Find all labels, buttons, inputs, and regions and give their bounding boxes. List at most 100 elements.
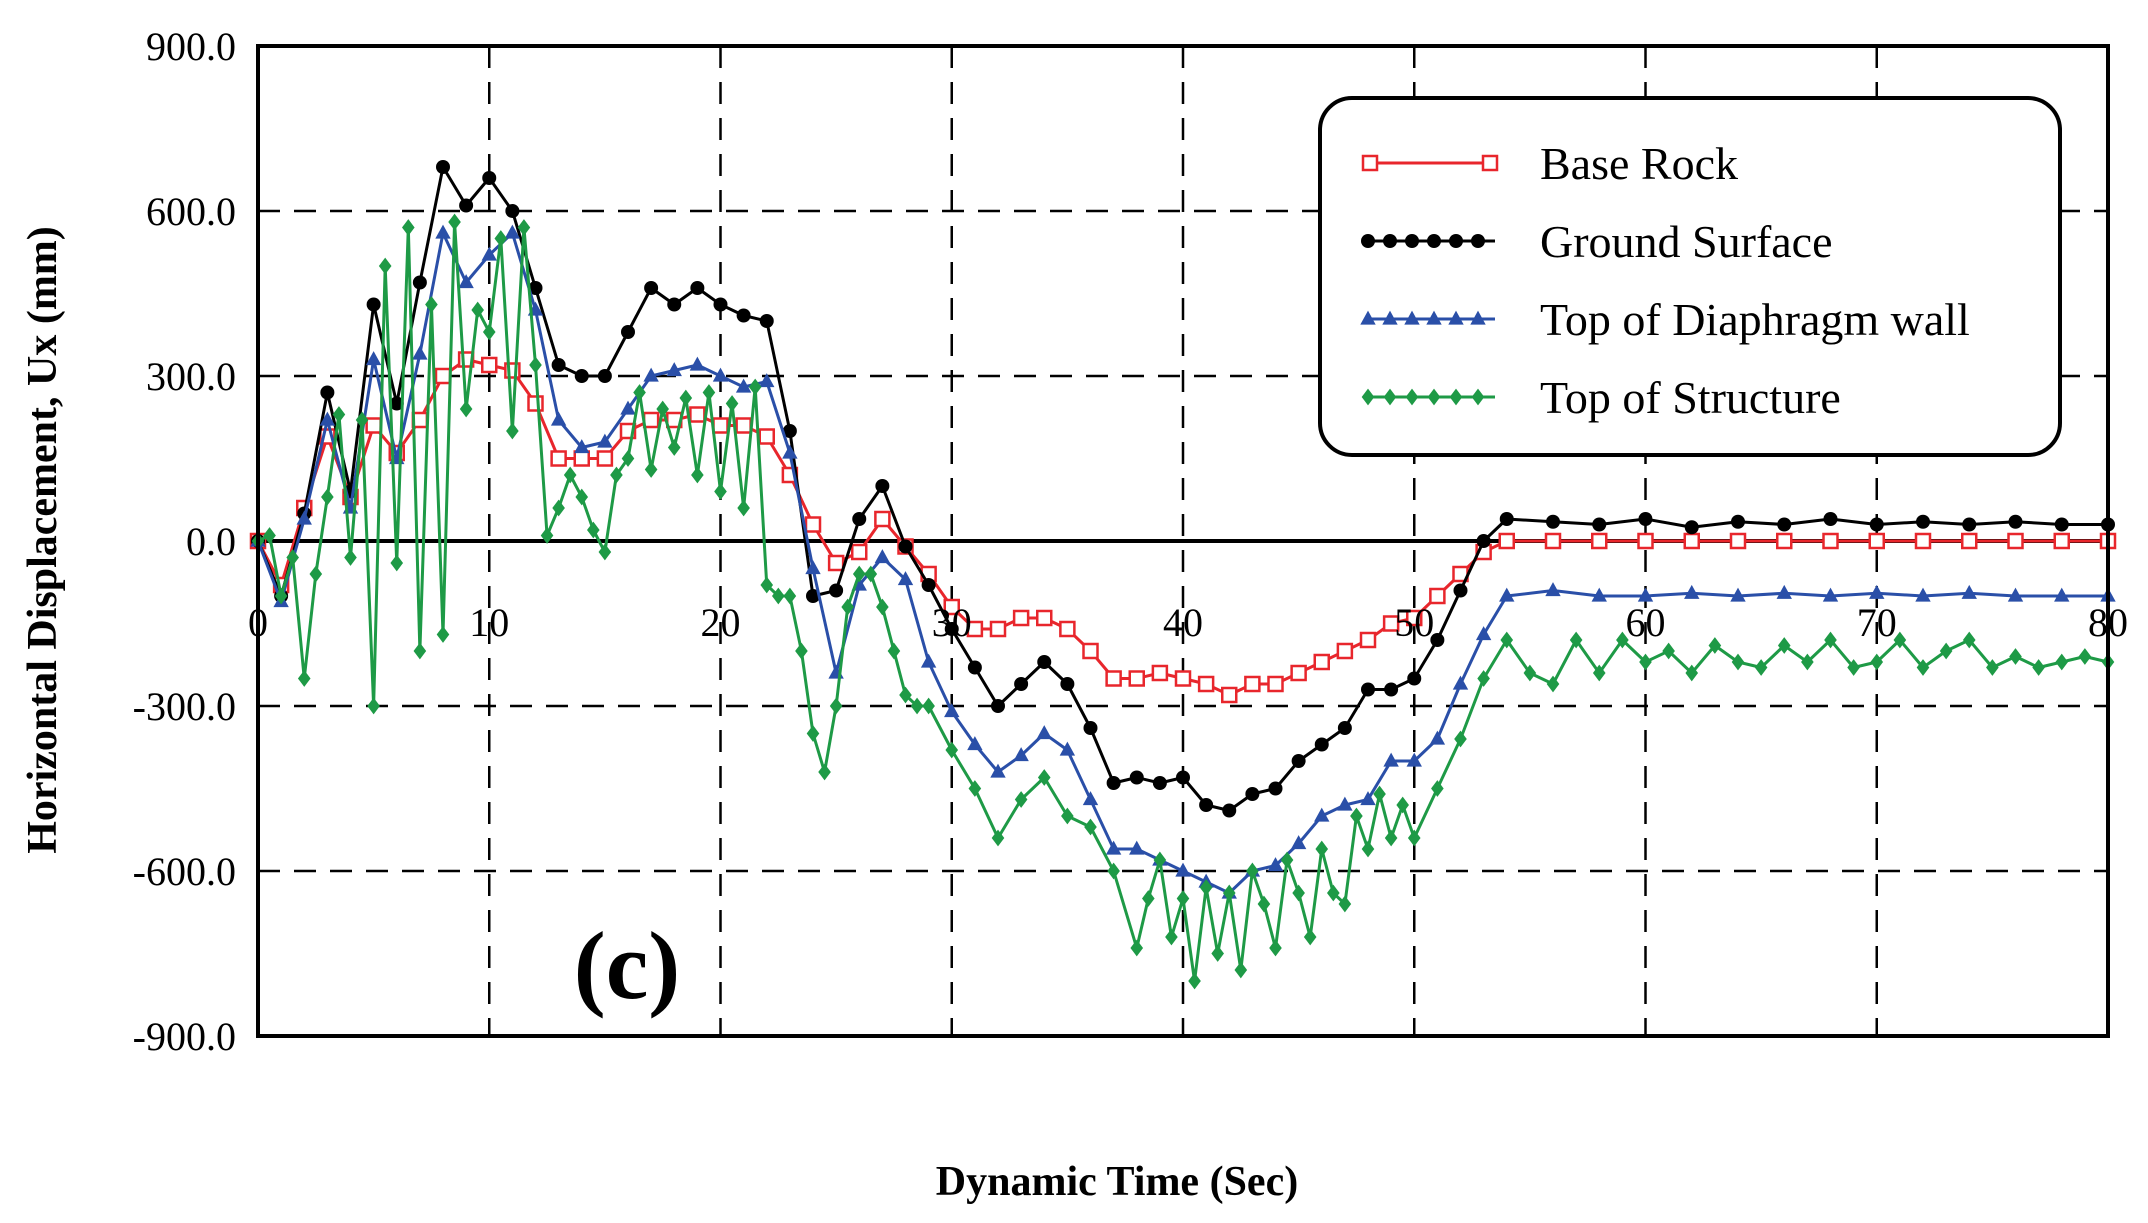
data-point [1176,770,1190,785]
data-point [1868,532,1885,550]
data-point [1499,512,1514,526]
legend-marker [1404,310,1420,325]
data-point [1569,631,1583,649]
data-point [1014,677,1029,691]
data-point [689,406,706,423]
data-point [263,527,276,544]
data-point [1730,587,1746,602]
data-point [344,549,357,566]
data-point [1105,840,1122,855]
data-point [597,369,612,383]
data-point [1280,851,1294,869]
data-point [378,257,392,275]
legend-label: Ground Surface [1540,216,1833,267]
data-point [1731,653,1745,671]
data-point [529,356,542,374]
data-point [551,358,566,372]
data-point [944,703,960,718]
data-point [713,297,728,312]
data-point [1916,659,1930,676]
data-point [435,224,451,239]
legend-marker [1471,388,1485,406]
data-point [574,439,590,454]
data-point [1174,670,1192,687]
plot-frame [256,44,2110,1038]
data-point [899,686,912,704]
data-point [482,323,496,341]
legend-label: Top of Structure [1540,372,1841,423]
legend-marker [1427,234,1441,248]
y-tick-label: 0.0 [186,519,236,564]
legend-marker [1426,310,1442,325]
data-point [989,620,1007,638]
data-point [806,589,820,603]
data-point [1591,532,1608,550]
data-point [1360,791,1376,806]
data-point [1082,791,1099,806]
data-point [620,400,636,415]
data-point [691,466,704,484]
legend-box [1318,96,2062,457]
data-point [552,499,565,517]
data-point [944,622,959,636]
data-point [644,281,659,295]
data-point [527,395,544,412]
data-point [1639,653,1652,671]
data-point [1142,890,1155,907]
data-point [1498,532,1515,550]
data-point [1061,807,1074,825]
data-point [1013,747,1029,762]
data-point [702,384,716,401]
legend-items: Base Rock Ground Surface Top of Diaphragm … [1360,138,1970,423]
x-tick-label: 0 [248,600,268,645]
legend-marker [1405,388,1419,406]
data-point [876,598,889,616]
data-point [1290,835,1307,850]
data-point [1731,514,1745,529]
data-point [1406,752,1422,767]
data-point [1454,730,1467,748]
data-point [1268,781,1283,796]
series-line [256,231,2108,895]
data-point [1869,517,1884,532]
legend-marker [1471,234,1485,248]
data-point [642,411,660,429]
data-point [448,213,461,231]
data-point [297,670,311,687]
data-point [563,466,577,484]
data-point [1870,653,1884,671]
data-point [1314,807,1330,822]
data-point [804,516,822,533]
series-layer [249,160,2117,990]
data-point [1452,675,1469,690]
data-point [296,510,312,525]
data-point [481,246,497,261]
data-point [1939,642,1953,660]
data-point [1199,798,1214,812]
data-point [1267,857,1284,872]
data-point [968,780,982,797]
data-point [782,424,797,438]
x-tick-label: 70 [1857,600,1897,645]
data-point [991,699,1005,713]
data-point [1822,532,1839,550]
data-point [436,626,450,643]
data-point [897,571,914,586]
data-point [1269,939,1282,957]
data-point [1175,862,1191,877]
data-point [1129,770,1144,785]
y-tick-label: 600.0 [146,189,236,234]
legend-marker [1383,388,1397,406]
data-point [365,351,382,366]
data-point [1637,587,1654,602]
data-point [471,301,484,319]
x-tick-label: 30 [932,600,972,645]
data-point [2054,587,2070,602]
data-point [827,554,845,572]
data-point [1546,675,1560,693]
data-point [1477,670,1490,687]
data-point [1523,664,1537,682]
data-point [967,660,982,675]
data-point [1384,682,1399,697]
data-point [712,417,729,434]
